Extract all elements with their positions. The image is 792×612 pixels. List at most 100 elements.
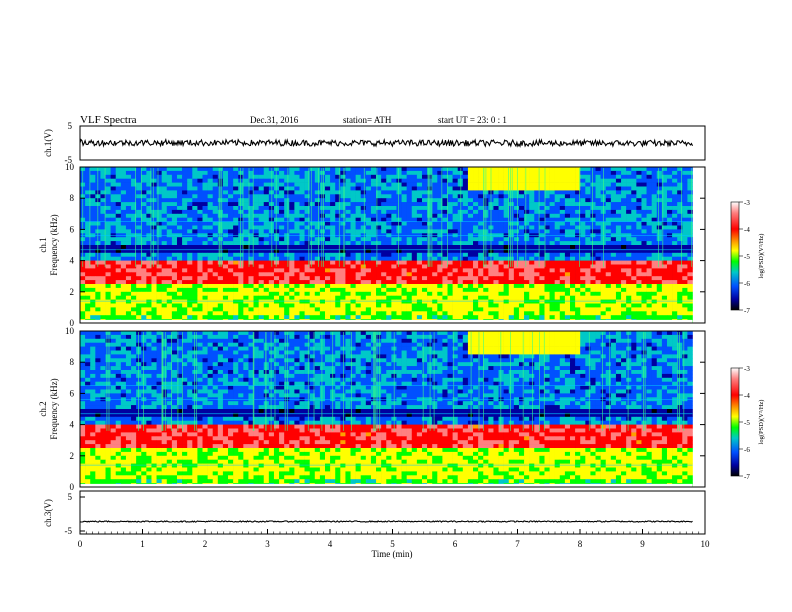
spectrogram-cell (258, 245, 265, 250)
spectrogram-cell (626, 245, 632, 250)
spectrogram-cell (590, 264, 596, 269)
spectrogram-cell (228, 311, 234, 316)
spectrogram-cell (182, 209, 188, 215)
spectrogram-cell (605, 291, 612, 296)
spectrogram-cell (228, 213, 234, 218)
spectrogram-cell (462, 206, 469, 211)
spectrogram-cell (217, 256, 224, 261)
spectrogram-cell (166, 186, 173, 191)
spectrogram-cell (253, 237, 259, 242)
spectrogram-cell (534, 280, 540, 285)
spectrogram-cell (580, 170, 586, 176)
spectrogram-cell (258, 194, 265, 199)
spectrogram-cell (672, 190, 678, 195)
spectrogram-cell (110, 260, 117, 265)
spectrogram-cell (263, 264, 270, 269)
spectrogram-cell (467, 190, 474, 195)
spectrogram-cell (253, 291, 259, 296)
spectrogram-cell (115, 299, 122, 304)
spectrogram-cell (141, 291, 147, 296)
spectrogram-cell (233, 198, 239, 203)
spectrogram-cell (100, 245, 106, 250)
spectrogram-cell (187, 229, 193, 234)
spectrogram-cell (365, 245, 372, 250)
spectrogram-cell (176, 182, 183, 187)
spectrogram-cell (666, 229, 673, 234)
spectrogram-cell (483, 276, 489, 281)
spectrogram-cell (636, 245, 642, 250)
spectrogram-cell (182, 280, 188, 285)
spectrogram-cell (207, 252, 213, 257)
spectrogram-cell (605, 299, 612, 304)
spectrogram-cell (182, 206, 188, 211)
spectrogram-cell (238, 170, 244, 176)
spectrogram-cell (325, 291, 331, 296)
spectrogram-cell (406, 295, 413, 300)
spectrogram-cell (319, 287, 326, 293)
spectrogram-cell (248, 280, 254, 285)
spectrogram-cell (682, 280, 688, 285)
spectrogram-cell (646, 307, 652, 312)
spectrogram-cell (524, 225, 530, 230)
spectrogram-cell (570, 307, 576, 312)
spectrogram-cell (228, 194, 234, 199)
spectrogram-cell (171, 209, 178, 215)
spectrogram-cell (156, 186, 162, 191)
spectrogram-cell (319, 209, 326, 215)
spectrogram-cell (309, 225, 316, 230)
spectrogram-cell (682, 241, 688, 246)
spectrogram-cell (182, 217, 188, 222)
spectrogram-cell (120, 241, 127, 246)
spectrogram-cell (314, 174, 321, 179)
spectrogram-cell (401, 291, 407, 296)
spectrogram-cell (151, 194, 157, 199)
spectrogram-cell (100, 311, 106, 316)
spectrogram-cell (131, 202, 137, 207)
spectrogram-cell (370, 260, 377, 265)
spectrogram-cell (289, 248, 295, 254)
spectrogram-cell (641, 190, 647, 195)
spectrogram-cell (401, 198, 407, 203)
spectrogram-cell (284, 299, 290, 304)
spectrogram-cell (585, 182, 591, 187)
spectrogram-cell (248, 303, 254, 308)
spectrogram-cell (518, 167, 525, 172)
spectrogram-cell (314, 248, 321, 254)
spectrogram-cell (156, 264, 162, 269)
spectrogram-cell (258, 256, 265, 261)
spectrogram-cell (80, 331, 86, 336)
spectrogram-cell (171, 303, 178, 308)
spectrogram-cell (243, 190, 249, 195)
spectrogram-cell (136, 307, 142, 312)
spectrogram-cell (391, 174, 397, 179)
spectrogram-cell (406, 174, 413, 179)
spectrogram-cell (238, 174, 244, 179)
spectrogram-cell (330, 209, 336, 215)
spectrogram-cell (376, 315, 382, 320)
spectrogram-cell (508, 221, 515, 226)
spectrogram-cell (263, 178, 270, 183)
spectrogram-cell (161, 202, 168, 207)
spectrogram-cell (416, 331, 423, 336)
spectrogram-cell (682, 206, 688, 211)
spectrogram-cell (462, 182, 469, 187)
spectrogram-cell (217, 280, 224, 285)
spectrogram-cell (105, 280, 111, 285)
spectrogram-cell (605, 217, 612, 222)
spectrogram-cell (365, 209, 372, 215)
spectrogram-cell (447, 303, 453, 308)
spectrogram-cell (136, 209, 142, 215)
spectrogram-cell (539, 213, 545, 218)
spectrogram-cell (294, 248, 300, 254)
spectrogram-cell (365, 291, 372, 296)
spectrogram-cell (386, 284, 392, 289)
spectrogram-cell (273, 276, 280, 281)
spectrogram-cell (615, 260, 622, 265)
spectrogram-cell (462, 315, 469, 320)
spectrogram-cell (192, 206, 198, 211)
spectrogram-cell (406, 213, 413, 218)
spectrogram-cell (376, 186, 382, 191)
spectrogram-cell (442, 198, 448, 203)
spectrogram-cell (330, 299, 336, 304)
